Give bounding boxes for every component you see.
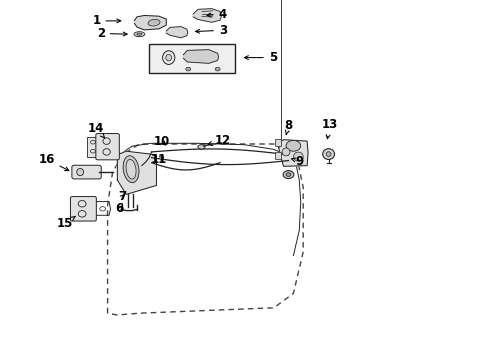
- Ellipse shape: [162, 51, 175, 64]
- Ellipse shape: [293, 152, 303, 161]
- Ellipse shape: [283, 171, 293, 179]
- Ellipse shape: [148, 19, 160, 26]
- Polygon shape: [166, 27, 187, 38]
- Text: 6: 6: [115, 202, 123, 215]
- Ellipse shape: [282, 148, 289, 156]
- Ellipse shape: [185, 67, 190, 71]
- Polygon shape: [278, 140, 307, 166]
- Text: 15: 15: [56, 216, 75, 230]
- Ellipse shape: [197, 145, 205, 149]
- Text: 3: 3: [195, 24, 226, 37]
- Polygon shape: [117, 151, 156, 194]
- Ellipse shape: [285, 173, 290, 176]
- Polygon shape: [183, 50, 218, 63]
- Ellipse shape: [285, 140, 300, 151]
- Polygon shape: [193, 9, 221, 22]
- FancyBboxPatch shape: [96, 134, 119, 160]
- Bar: [87, 137, 99, 157]
- Bar: [274, 139, 280, 146]
- Ellipse shape: [215, 67, 220, 71]
- Ellipse shape: [325, 152, 330, 157]
- Text: 2: 2: [97, 27, 127, 40]
- Text: 4: 4: [206, 8, 226, 21]
- Bar: [149, 44, 234, 73]
- FancyBboxPatch shape: [70, 197, 96, 221]
- Ellipse shape: [134, 32, 144, 37]
- Text: 13: 13: [321, 118, 338, 139]
- Text: 10: 10: [153, 135, 169, 148]
- Ellipse shape: [77, 168, 83, 176]
- Text: 9: 9: [291, 155, 303, 168]
- Text: 1: 1: [92, 14, 121, 27]
- Ellipse shape: [126, 159, 136, 179]
- Text: 5: 5: [244, 51, 276, 64]
- Polygon shape: [134, 15, 166, 30]
- Text: 14: 14: [88, 122, 104, 138]
- Ellipse shape: [137, 33, 142, 35]
- Ellipse shape: [322, 149, 334, 159]
- Text: 7: 7: [118, 190, 126, 203]
- FancyBboxPatch shape: [72, 165, 101, 179]
- Ellipse shape: [123, 156, 139, 183]
- Text: 16: 16: [38, 153, 69, 171]
- Text: 11: 11: [150, 153, 167, 166]
- Ellipse shape: [165, 54, 171, 61]
- Text: 12: 12: [207, 134, 231, 147]
- Bar: [274, 152, 280, 159]
- Text: 8: 8: [284, 119, 292, 135]
